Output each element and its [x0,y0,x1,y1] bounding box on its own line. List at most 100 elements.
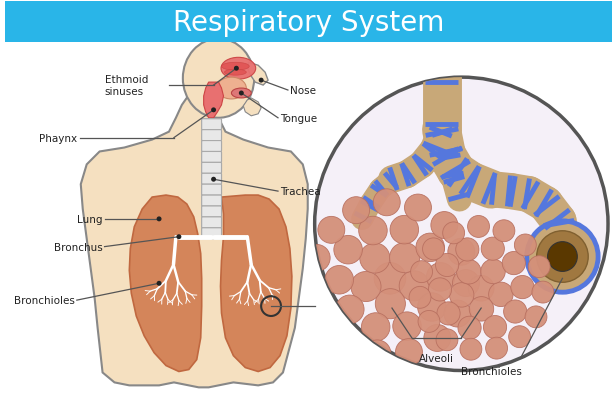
Circle shape [436,329,458,351]
Circle shape [399,271,429,301]
FancyBboxPatch shape [202,152,222,163]
Circle shape [417,293,446,321]
Ellipse shape [225,70,246,76]
Text: Phaynx: Phaynx [39,133,76,143]
Circle shape [481,238,504,261]
Circle shape [211,178,216,182]
FancyBboxPatch shape [202,130,222,141]
Text: Bronchioles: Bronchioles [461,366,521,375]
Circle shape [452,270,479,297]
Circle shape [343,197,370,224]
Circle shape [481,260,506,284]
FancyBboxPatch shape [202,163,222,174]
Circle shape [502,252,526,275]
Circle shape [427,263,455,292]
Circle shape [456,238,479,261]
Ellipse shape [183,39,254,119]
Circle shape [325,266,354,294]
FancyBboxPatch shape [202,196,222,207]
Circle shape [448,239,475,265]
Circle shape [211,108,216,113]
Text: Respiratory System: Respiratory System [173,9,444,36]
Circle shape [548,242,577,272]
FancyBboxPatch shape [202,141,222,152]
FancyBboxPatch shape [202,174,222,185]
Circle shape [259,79,264,83]
Circle shape [362,313,390,342]
Circle shape [416,234,444,262]
Circle shape [312,306,339,333]
Circle shape [431,212,458,239]
Circle shape [422,238,444,260]
Circle shape [234,67,239,72]
FancyBboxPatch shape [202,185,222,196]
Circle shape [442,222,465,244]
Circle shape [395,339,422,366]
Circle shape [393,312,421,341]
Circle shape [176,235,181,240]
Text: Trachea: Trachea [280,187,321,197]
Circle shape [527,221,598,292]
Circle shape [373,189,400,216]
Circle shape [424,325,451,352]
Circle shape [436,254,459,277]
Circle shape [528,256,550,278]
Circle shape [469,297,494,321]
Ellipse shape [222,63,249,71]
Circle shape [418,311,440,333]
Text: Alveoli: Alveoli [419,353,454,363]
Circle shape [511,276,534,299]
FancyBboxPatch shape [202,130,222,141]
Circle shape [374,263,406,294]
FancyBboxPatch shape [202,119,222,130]
Circle shape [315,78,608,371]
FancyBboxPatch shape [202,152,222,163]
Circle shape [351,272,381,302]
Circle shape [488,282,513,307]
Bar [204,119,220,232]
Circle shape [444,300,471,327]
Circle shape [532,281,554,303]
Polygon shape [129,196,202,372]
Circle shape [360,243,390,273]
FancyBboxPatch shape [202,196,222,207]
Text: Bronchioles: Bronchioles [14,295,75,306]
FancyBboxPatch shape [202,217,222,228]
Text: Tongue: Tongue [280,113,317,124]
Ellipse shape [221,58,256,80]
FancyBboxPatch shape [202,185,222,196]
Circle shape [428,278,452,301]
Polygon shape [204,83,223,119]
Text: Nose: Nose [290,86,316,96]
Circle shape [409,287,431,308]
Circle shape [468,216,490,238]
Circle shape [525,306,547,328]
Circle shape [334,328,362,355]
Circle shape [509,326,531,348]
Circle shape [537,231,588,283]
Bar [6,2,612,43]
Circle shape [504,300,527,324]
Text: Ethmoid
sinuses: Ethmoid sinuses [105,75,148,97]
Circle shape [390,243,420,273]
FancyBboxPatch shape [202,174,222,185]
Ellipse shape [217,78,246,100]
Circle shape [405,195,431,222]
Text: Lung: Lung [77,214,103,224]
Polygon shape [244,99,261,117]
Polygon shape [220,196,292,372]
Circle shape [457,260,481,284]
Circle shape [157,281,162,286]
Circle shape [303,245,330,272]
FancyBboxPatch shape [202,207,222,217]
Circle shape [318,217,345,244]
Circle shape [301,276,328,303]
Circle shape [411,261,433,283]
Circle shape [335,295,364,324]
Circle shape [468,276,494,301]
Circle shape [486,337,507,359]
Circle shape [458,317,481,339]
Circle shape [334,236,362,264]
Circle shape [364,340,391,367]
Circle shape [157,217,162,222]
